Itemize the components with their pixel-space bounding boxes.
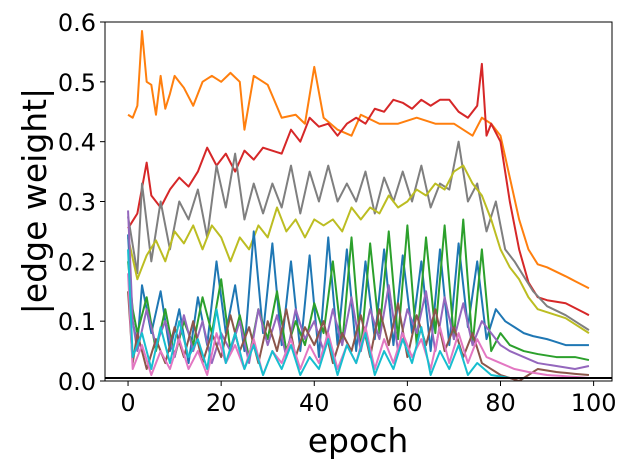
series-line-4 <box>127 164 590 334</box>
y-tick-label: 0.0 <box>58 368 96 396</box>
x-tick-label: 0 <box>120 389 135 417</box>
y-tick-label: 0.2 <box>58 248 96 276</box>
series-line-2 <box>127 62 590 317</box>
ticks-layer: 0 20 40 60 80 100 0.0 0.1 0.2 0.3 0.4 0.5 0.6 <box>58 9 617 417</box>
x-tick-label: 40 <box>299 389 330 417</box>
y-tick-label: 0.3 <box>58 189 96 217</box>
x-tick-label: 60 <box>392 389 423 417</box>
y-tick-label: 0.6 <box>58 9 96 37</box>
y-tick-label: 0.1 <box>58 308 96 336</box>
y-tick-label: 0.5 <box>58 69 96 97</box>
series-line-7 <box>127 210 590 371</box>
x-tick-label: 20 <box>206 389 237 417</box>
x-axis-label: epoch <box>308 421 409 460</box>
series-line-3 <box>127 140 590 331</box>
y-tick-label: 0.4 <box>58 129 96 157</box>
x-tick-label: 80 <box>485 389 516 417</box>
x-tick-label: 100 <box>571 389 617 417</box>
y-axis-label: |edge weight| <box>15 88 54 315</box>
